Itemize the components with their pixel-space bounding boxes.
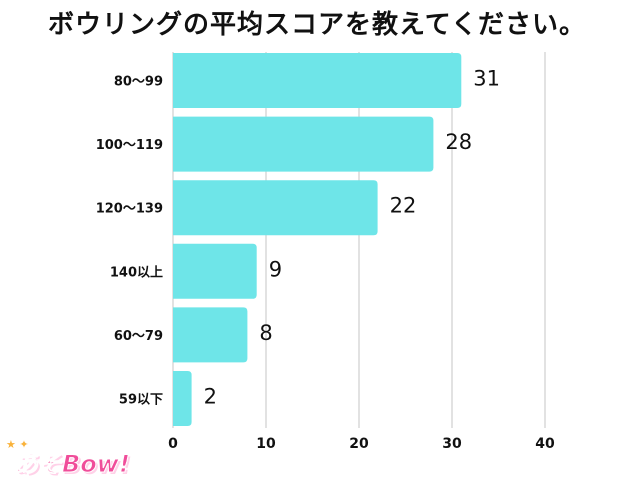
category-label: 60〜79 [114,329,163,344]
bar [173,243,257,299]
category-label: 80〜99 [114,75,163,90]
data-label: 8 [259,321,272,345]
data-label: 22 [390,194,417,218]
bar [173,53,462,108]
category-label: 140以上 [110,265,163,280]
bar [173,371,192,426]
x-tick-label: 30 [442,436,462,452]
bar [173,116,434,172]
data-label: 28 [445,130,472,154]
x-tick-label: 0 [168,436,178,452]
brand-logo: ★ ✦ あそBow! [6,438,138,484]
bar [173,180,378,236]
data-label: 2 [204,385,217,409]
data-label: 31 [473,67,500,91]
data-label: 9 [269,257,282,281]
x-tick-label: 10 [256,436,276,452]
category-label: 59以下 [119,393,163,408]
logo-stars: ★ ✦ [6,438,29,451]
x-tick-label: 40 [535,436,555,452]
category-label: 100〜119 [96,138,163,153]
x-tick-label: 20 [349,436,369,452]
logo-text: あそBow! [14,450,131,479]
bar [173,307,248,363]
category-label: 120〜139 [96,202,163,217]
chart-title: ボウリングの平均スコアを教えてください。 [48,10,586,40]
